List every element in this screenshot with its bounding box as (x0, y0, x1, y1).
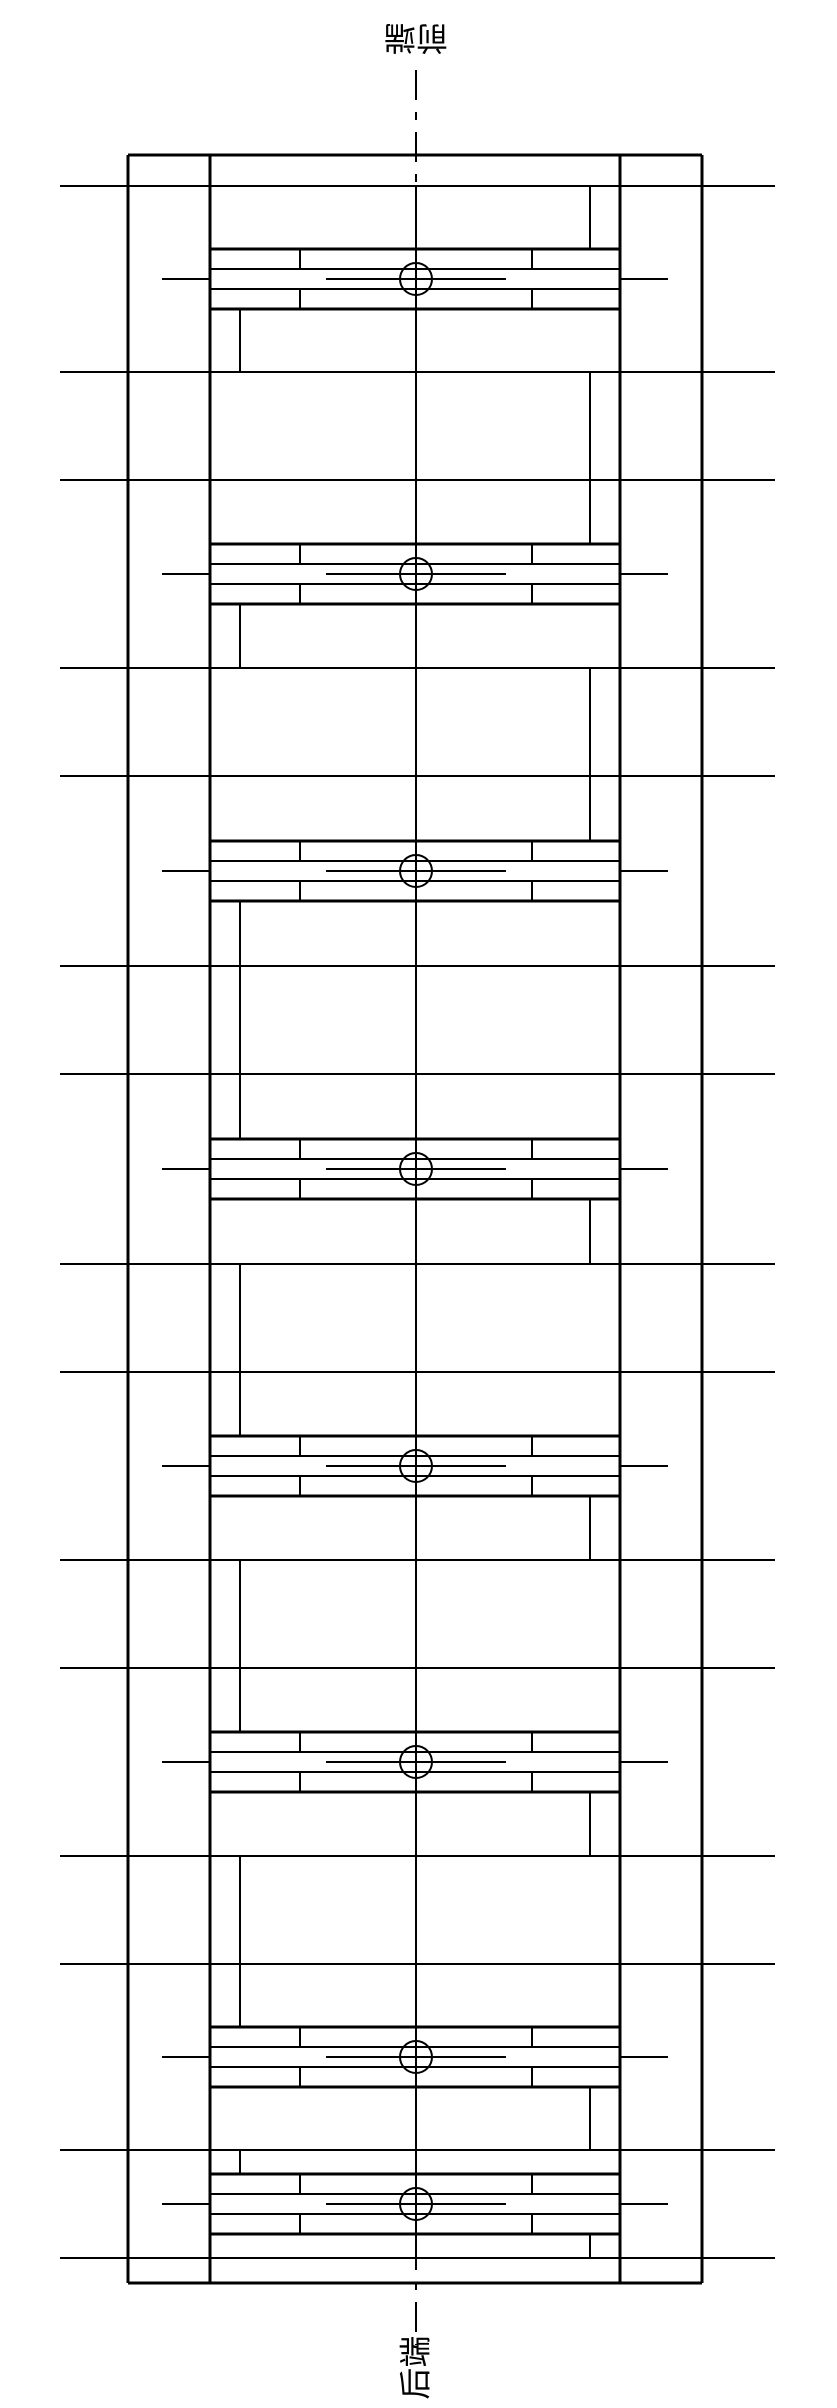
label-rear-end: 后端 (398, 2328, 433, 2408)
diagram-svg (0, 0, 837, 2399)
diagram-stage: 前端 后端 (0, 0, 837, 2399)
label-front-end: 前端 (376, 20, 456, 55)
